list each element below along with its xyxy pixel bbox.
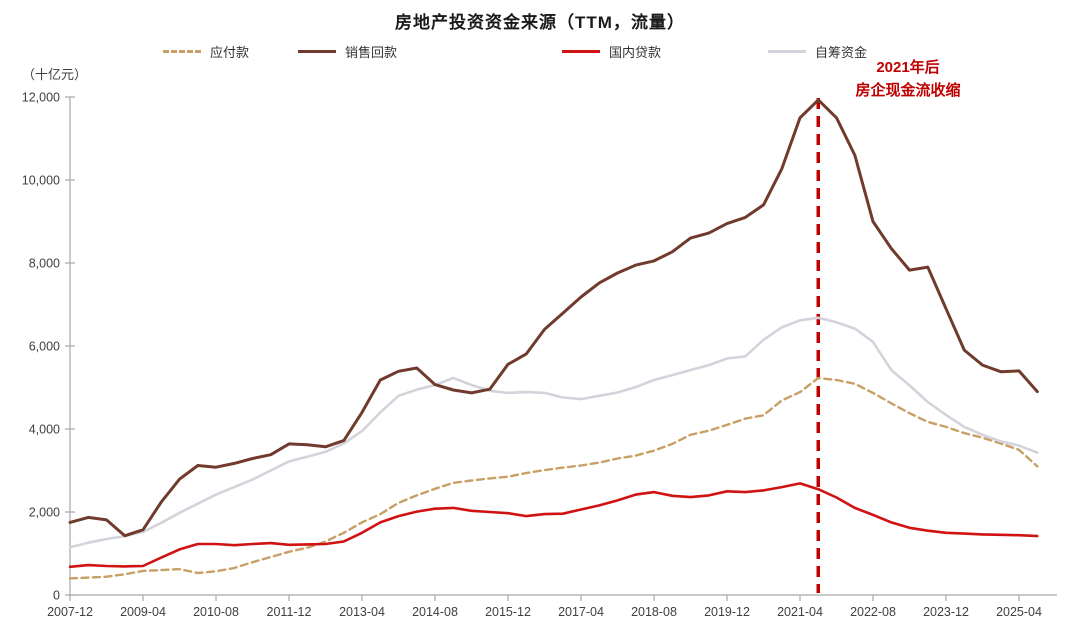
legend-label: 应付款 [210,44,250,60]
x-tick-label: 2007-12 [47,605,93,619]
x-tick-label: 2015-12 [485,605,531,619]
x-tick-label: 2011-12 [267,605,312,619]
legend-item-self-raised-funds: 自筹资金 [768,42,867,60]
y-tick-label: 8,000 [29,257,60,271]
y-tick-label: 6,000 [29,340,60,354]
legend-label: 自筹资金 [815,44,868,60]
series-line-1 [68,98,1039,538]
legend-label: 销售回款 [345,44,398,60]
x-tick-label: 2017-04 [558,605,604,619]
y-tick-label: 4,000 [29,423,60,437]
y-tick-label: 0 [53,589,60,603]
legend-item-sales-receipts: 销售回款 [298,42,397,60]
annotation-line-1: 2021年后 [876,59,940,76]
x-tick-label: 2009-04 [120,605,166,619]
x-tick-label: 2013-04 [339,605,385,619]
annotation-line-2: 房企现金流收缩 [855,82,961,100]
x-tick-label: 2021-04 [777,605,823,619]
x-tick-label: 2018-08 [631,605,677,619]
series-line-0 [68,376,1039,580]
x-tick-label: 2022-08 [850,605,896,619]
vline-annotation: 2021年后 房企现金流收缩 [826,56,990,103]
x-tick-label: 2010-08 [193,605,239,619]
y-axis-unit-label: （十亿元） [22,67,88,82]
series-line-3 [68,316,1039,549]
y-tick-label: 12,000 [22,91,60,105]
legend-solid-line-swatch [768,49,806,53]
chart-title: 房地产投资资金来源（TTM，流量） [395,13,685,32]
legend-solid-line-swatch [298,49,336,53]
y-tick-label: 2,000 [29,506,60,520]
legend-label: 国内贷款 [609,44,662,60]
legend-dashed-line-swatch [163,49,201,53]
legend-item-payables: 应付款 [163,42,249,60]
legend-item-domestic-loans: 国内贷款 [562,42,661,60]
x-tick-label: 2019-12 [704,605,750,619]
x-tick-label: 2025-04 [996,605,1042,619]
legend-solid-line-swatch [562,49,600,53]
y-tick-label: 10,000 [22,174,60,188]
x-tick-label: 2014-08 [412,605,458,619]
x-tick-label: 2023-12 [923,605,969,619]
series-line-2 [68,482,1039,569]
